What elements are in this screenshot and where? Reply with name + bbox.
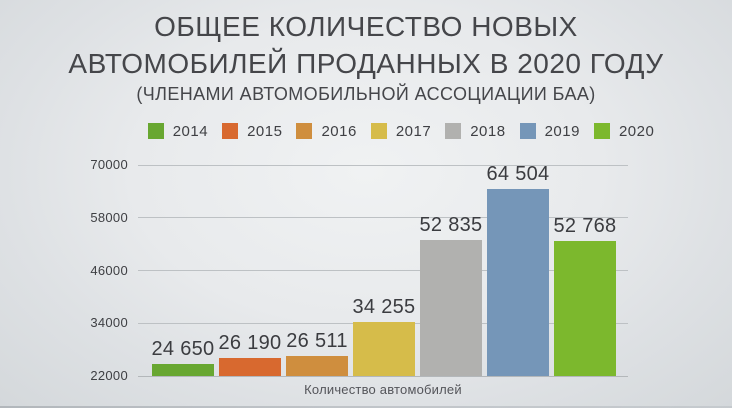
legend-item-2020: 2020	[593, 122, 655, 140]
legend-swatch-2016	[296, 123, 313, 139]
legend-label-2014: 2014	[172, 122, 209, 140]
bar-2015	[219, 357, 281, 376]
bar-2018	[420, 240, 482, 376]
bar-value-label-2014: 24 650	[151, 338, 215, 361]
y-tick-label-46000: 46000	[90, 262, 128, 278]
title-block: ОБЩЕЕ КОЛИЧЕСТВО НОВЫХ АВТОМОБИЛЕЙ ПРОДА…	[0, 8, 732, 107]
legend-item-2016: 2016	[296, 123, 356, 140]
legend-swatch-2019	[519, 123, 536, 139]
chart-subtitle: (ЧЛЕНАМИ АВТОМОБИЛЬНОЙ АССОЦИАЦИИ БАА)	[136, 84, 596, 104]
gridline-58000	[138, 217, 628, 219]
bar-2017	[353, 322, 415, 376]
legend-item-2018: 2018	[445, 123, 505, 140]
plot-area: 24 650 26 190 26 511 34 255 52 835 64 504 52 7…	[138, 163, 628, 377]
legend-label-2016: 2016	[321, 122, 357, 140]
bar-value-label-2015: 26 190	[218, 331, 282, 354]
legend-label-2017: 2017	[395, 122, 432, 140]
legend-label-2015: 2015	[247, 122, 283, 140]
legend-item-2017: 2017	[370, 122, 432, 140]
bar-value-label-2019: 64 504	[486, 163, 550, 186]
legend-swatch-2014	[147, 123, 164, 139]
bar-value-label-2018: 52 835	[419, 214, 483, 237]
bar-value-label-2017: 34 255	[352, 296, 416, 319]
legend-label-2018: 2018	[470, 122, 506, 140]
gridline-22000	[138, 375, 628, 377]
bar-2020	[554, 240, 616, 376]
legend-label-2019: 2019	[544, 122, 580, 140]
chart-title-line-1: ОБЩЕЕ КОЛИЧЕСТВО НОВЫХ	[154, 11, 578, 42]
legend-swatch-2018	[445, 123, 462, 139]
x-axis-label: Количество автомобилей	[304, 382, 462, 397]
bar-2019	[487, 189, 549, 376]
bar-2014	[152, 364, 214, 376]
gridline-46000	[138, 270, 628, 271]
legend-item-2015: 2015	[222, 123, 282, 140]
bar-value-label-2016: 26 511	[286, 330, 348, 353]
legend-swatch-2020	[593, 123, 610, 139]
legend-label-2020: 2020	[618, 122, 655, 140]
legend-swatch-2017	[370, 123, 387, 139]
legend-item-2014: 2014	[147, 122, 209, 140]
y-tick-label-22000: 22000	[90, 368, 128, 383]
y-tick-label-58000: 58000	[90, 209, 128, 225]
y-tick-label-70000: 70000	[90, 157, 128, 172]
bar-2016	[286, 356, 348, 376]
bar-value-label-2020: 52 768	[553, 214, 617, 237]
legend: 2014 2015 2016 2017 2018 2019 2020	[70, 120, 732, 142]
legend-item-2019: 2019	[519, 122, 580, 140]
y-axis: 22000 34000 46000 58000 70000	[0, 157, 128, 383]
y-tick-label-34000: 34000	[90, 315, 128, 331]
legend-swatch-2015	[222, 123, 239, 139]
gridline-70000	[138, 164, 628, 166]
chart-title-line-2: АВТОМОБИЛЕЙ ПРОДАННЫХ В 2020 ГОДУ	[68, 48, 664, 79]
